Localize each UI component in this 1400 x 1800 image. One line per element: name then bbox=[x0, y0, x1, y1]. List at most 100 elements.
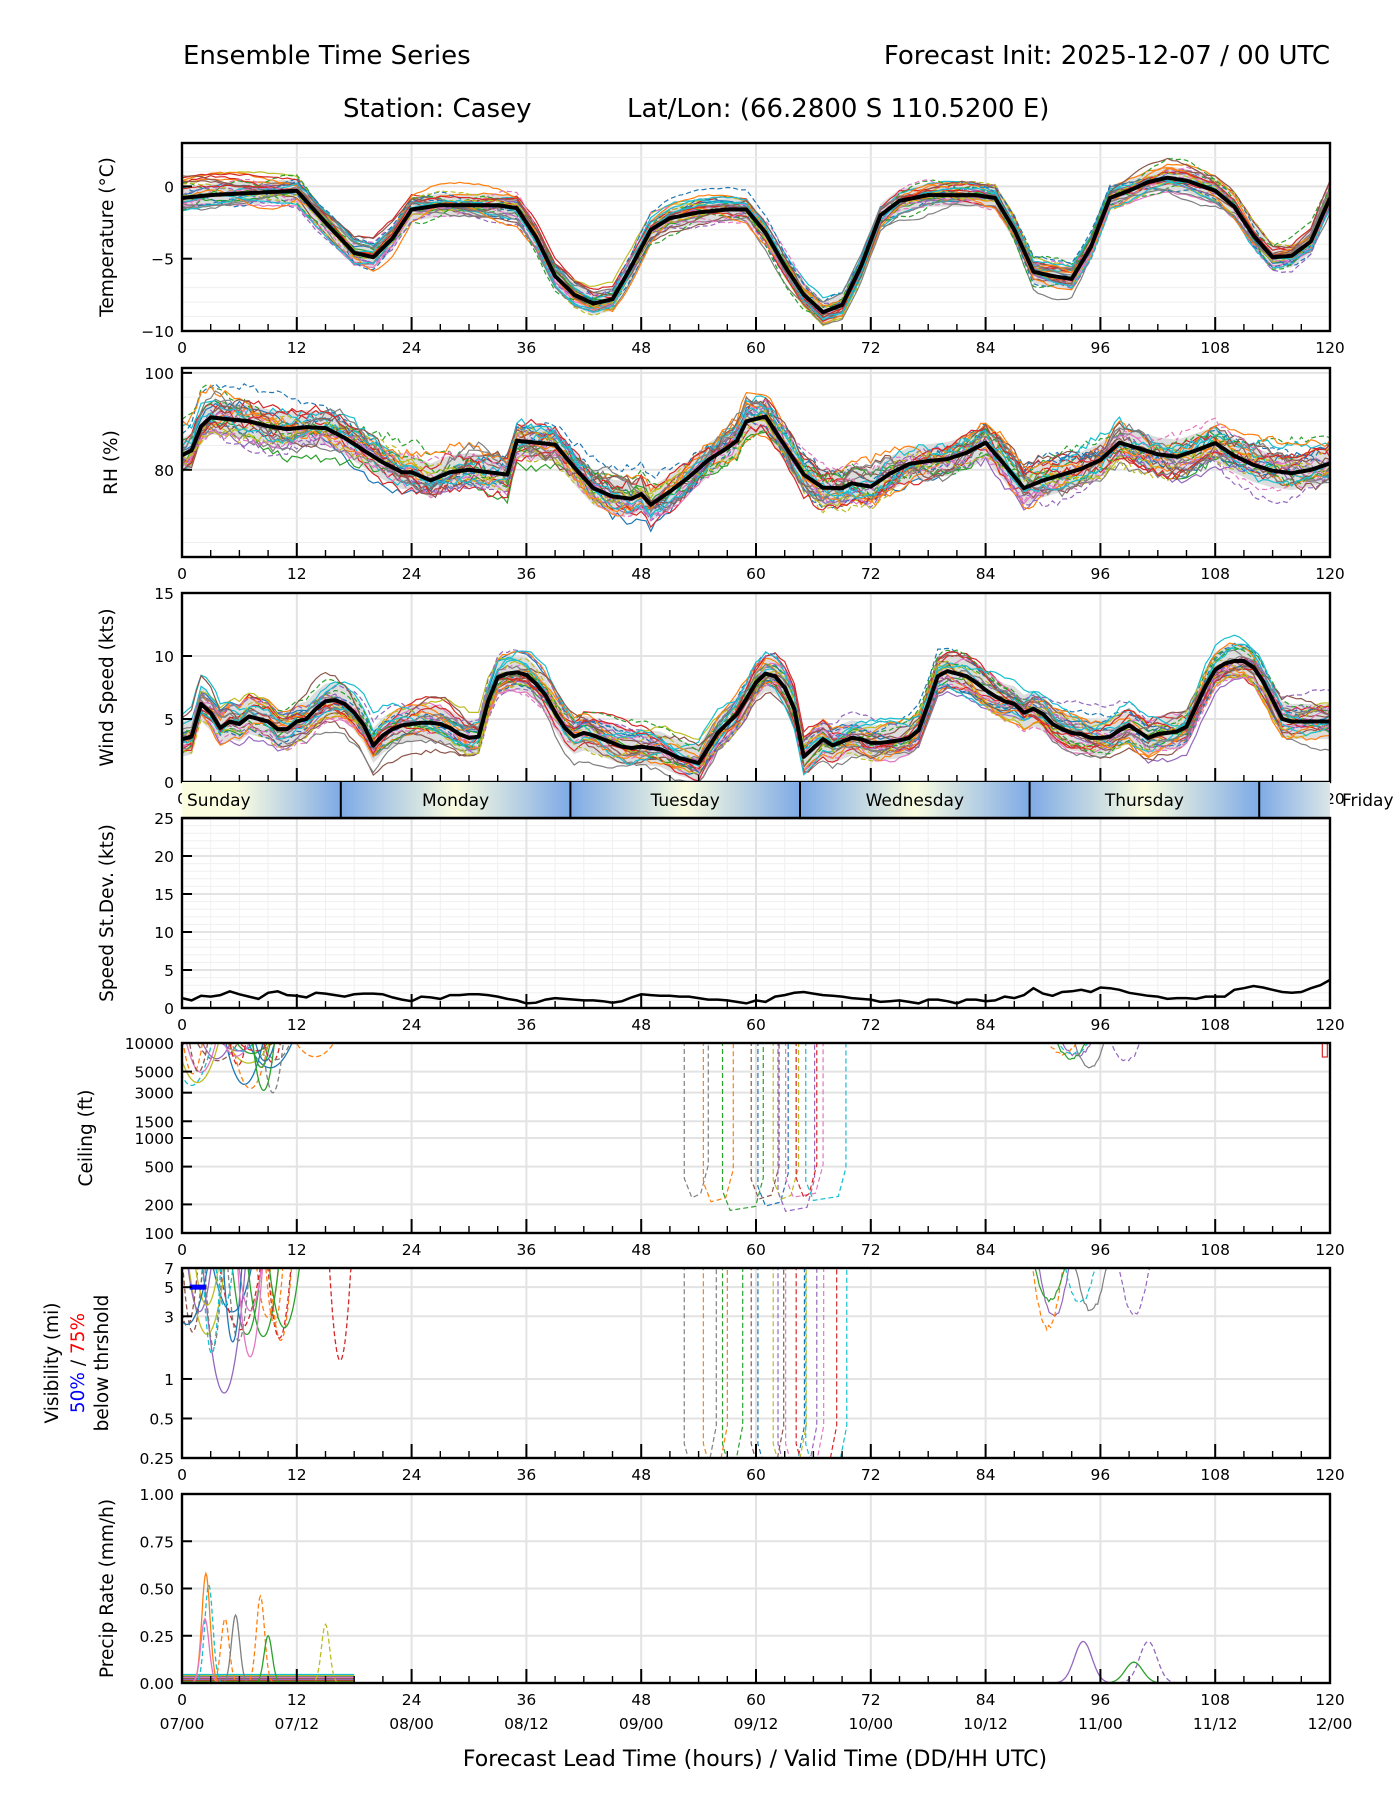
day-label: Friday bbox=[1342, 791, 1394, 811]
x-tick-label: 0 bbox=[177, 1016, 187, 1034]
x-tick-label: 48 bbox=[631, 565, 651, 583]
x-tick-label: 120 bbox=[1315, 339, 1345, 357]
member-line bbox=[182, 167, 1330, 313]
x-tick-label: 84 bbox=[976, 1466, 996, 1484]
valid-time-label: 11/00 bbox=[1078, 1715, 1123, 1733]
x-tick-label: 36 bbox=[517, 565, 537, 583]
member-dip bbox=[225, 1043, 264, 1085]
member-dip bbox=[1074, 1043, 1105, 1069]
x-tick-label: 12 bbox=[287, 1241, 307, 1259]
member-line bbox=[182, 658, 1330, 767]
grid bbox=[181, 817, 1331, 1009]
member-line bbox=[182, 649, 1330, 775]
x-tick-label: 24 bbox=[402, 1691, 422, 1709]
member-dip bbox=[182, 1268, 199, 1327]
member-dip bbox=[238, 1043, 274, 1052]
y-axis-label: Temperature (°C) bbox=[97, 157, 118, 318]
x-tick-label: 24 bbox=[402, 1241, 422, 1259]
grid bbox=[181, 1493, 1331, 1684]
member-curtain bbox=[772, 1268, 807, 1458]
valid-time-label: 12/00 bbox=[1308, 1715, 1353, 1733]
panel-visibility: 0 12 24 36 48 60 72 84 96 108 120 0.25 0.5 1 3 57 Visibi… bbox=[42, 1260, 1345, 1484]
x-tick-label: 96 bbox=[1091, 1241, 1111, 1259]
precip-peak bbox=[188, 1571, 223, 1683]
member-dip bbox=[238, 1268, 263, 1312]
y-axis-label: Speed St.Dev. (kts) bbox=[97, 824, 118, 1002]
member-line bbox=[182, 157, 1330, 316]
member-dip bbox=[237, 1268, 264, 1358]
y-tick-label: 1000 bbox=[135, 1130, 174, 1148]
y-tick-label: 0.00 bbox=[139, 1675, 174, 1693]
member-dip bbox=[202, 1268, 246, 1394]
plot-area bbox=[182, 1268, 1151, 1458]
x-tick-label: 84 bbox=[976, 1691, 996, 1709]
y-tick-label: 0 bbox=[164, 774, 174, 792]
day-label: Monday bbox=[422, 791, 489, 811]
x-tick-label: 108 bbox=[1200, 339, 1230, 357]
member-dip bbox=[256, 1268, 280, 1318]
x-tick-label: 36 bbox=[517, 1466, 537, 1484]
day-segment bbox=[570, 782, 801, 818]
plot-area bbox=[182, 1571, 1186, 1683]
x-tick-label: 72 bbox=[861, 1466, 881, 1484]
member-dip bbox=[261, 1043, 285, 1094]
member-dip bbox=[231, 1268, 262, 1336]
grid bbox=[181, 1042, 1331, 1234]
ensemble-mean-line bbox=[182, 659, 1330, 766]
member-dip bbox=[1107, 1043, 1141, 1062]
x-tick-label: 36 bbox=[517, 1241, 537, 1259]
member-curtain bbox=[683, 1043, 709, 1199]
member-ceiling-mark bbox=[1321, 1043, 1328, 1058]
x-tick-label: 72 bbox=[861, 339, 881, 357]
member-curtain bbox=[777, 1268, 818, 1458]
x-tick-label: 108 bbox=[1200, 1241, 1230, 1259]
y-tick-label: 80 bbox=[154, 462, 174, 480]
x-tick-label: 60 bbox=[746, 1241, 766, 1259]
member-curtain bbox=[805, 1268, 848, 1458]
x-tick-label: 84 bbox=[976, 565, 996, 583]
member-line bbox=[182, 398, 1330, 522]
x-tick-label: 96 bbox=[1091, 1691, 1111, 1709]
member-line bbox=[182, 404, 1330, 511]
member-line bbox=[182, 400, 1330, 519]
x-tick-label: 120 bbox=[1315, 1691, 1345, 1709]
x-tick-label: 120 bbox=[1315, 1466, 1345, 1484]
member-dip bbox=[182, 1268, 204, 1333]
y-axis-label-thresholds: 50% / 75% bbox=[68, 1313, 89, 1413]
y-tick-label: 3 bbox=[164, 1308, 174, 1326]
y-axis-label: RH (%) bbox=[101, 430, 122, 495]
y-tick-label: 10 bbox=[154, 924, 174, 942]
member-dip bbox=[221, 1043, 256, 1052]
member-line bbox=[182, 396, 1330, 505]
x-tick-label: 108 bbox=[1200, 1466, 1230, 1484]
member-curtain bbox=[757, 1268, 806, 1458]
y-tick-label: 15 bbox=[154, 886, 174, 904]
panel-temperature: 0 12 24 36 48 60 72 84 96 108 120 −10 −5 0 Temperature… bbox=[97, 141, 1345, 357]
member-dip bbox=[202, 1043, 232, 1060]
x-tick-label: 48 bbox=[631, 1016, 651, 1034]
valid-time-label: 09/12 bbox=[734, 1715, 779, 1733]
y-tick-label: 1 bbox=[164, 1371, 174, 1389]
panel-wind_speed: 01224364860728496108120051015Wind Speed … bbox=[97, 585, 1345, 808]
y-tick-label: 7 bbox=[164, 1260, 174, 1278]
x-axis-label: Forecast Lead Time (hours) / Valid Time … bbox=[463, 1747, 1047, 1772]
y-axis-label: Wind Speed (kts) bbox=[97, 608, 118, 766]
member-curtain bbox=[750, 1043, 780, 1200]
precip-peak bbox=[1045, 1640, 1121, 1683]
member-line bbox=[182, 175, 1330, 315]
member-curtain bbox=[785, 1268, 825, 1458]
x-tick-label: 12 bbox=[287, 1466, 307, 1484]
valid-time-label: 07/00 bbox=[160, 1715, 205, 1733]
x-tick-label: 36 bbox=[517, 1691, 537, 1709]
x-tick-label: 72 bbox=[861, 1016, 881, 1034]
x-tick-label: 72 bbox=[861, 1691, 881, 1709]
y-tick-label: 0 bbox=[164, 178, 174, 196]
x-tick-label: 72 bbox=[861, 565, 881, 583]
x-tick-label: 24 bbox=[402, 339, 422, 357]
x-tick-label: 60 bbox=[746, 339, 766, 357]
panel-precip: 0 12 24 36 48 60 72 84 96 108 120 07/00 07/12 08/00 08… bbox=[97, 1486, 1352, 1733]
member-dip bbox=[328, 1268, 352, 1362]
member-dip bbox=[247, 1268, 280, 1338]
member-dip bbox=[187, 1268, 212, 1313]
